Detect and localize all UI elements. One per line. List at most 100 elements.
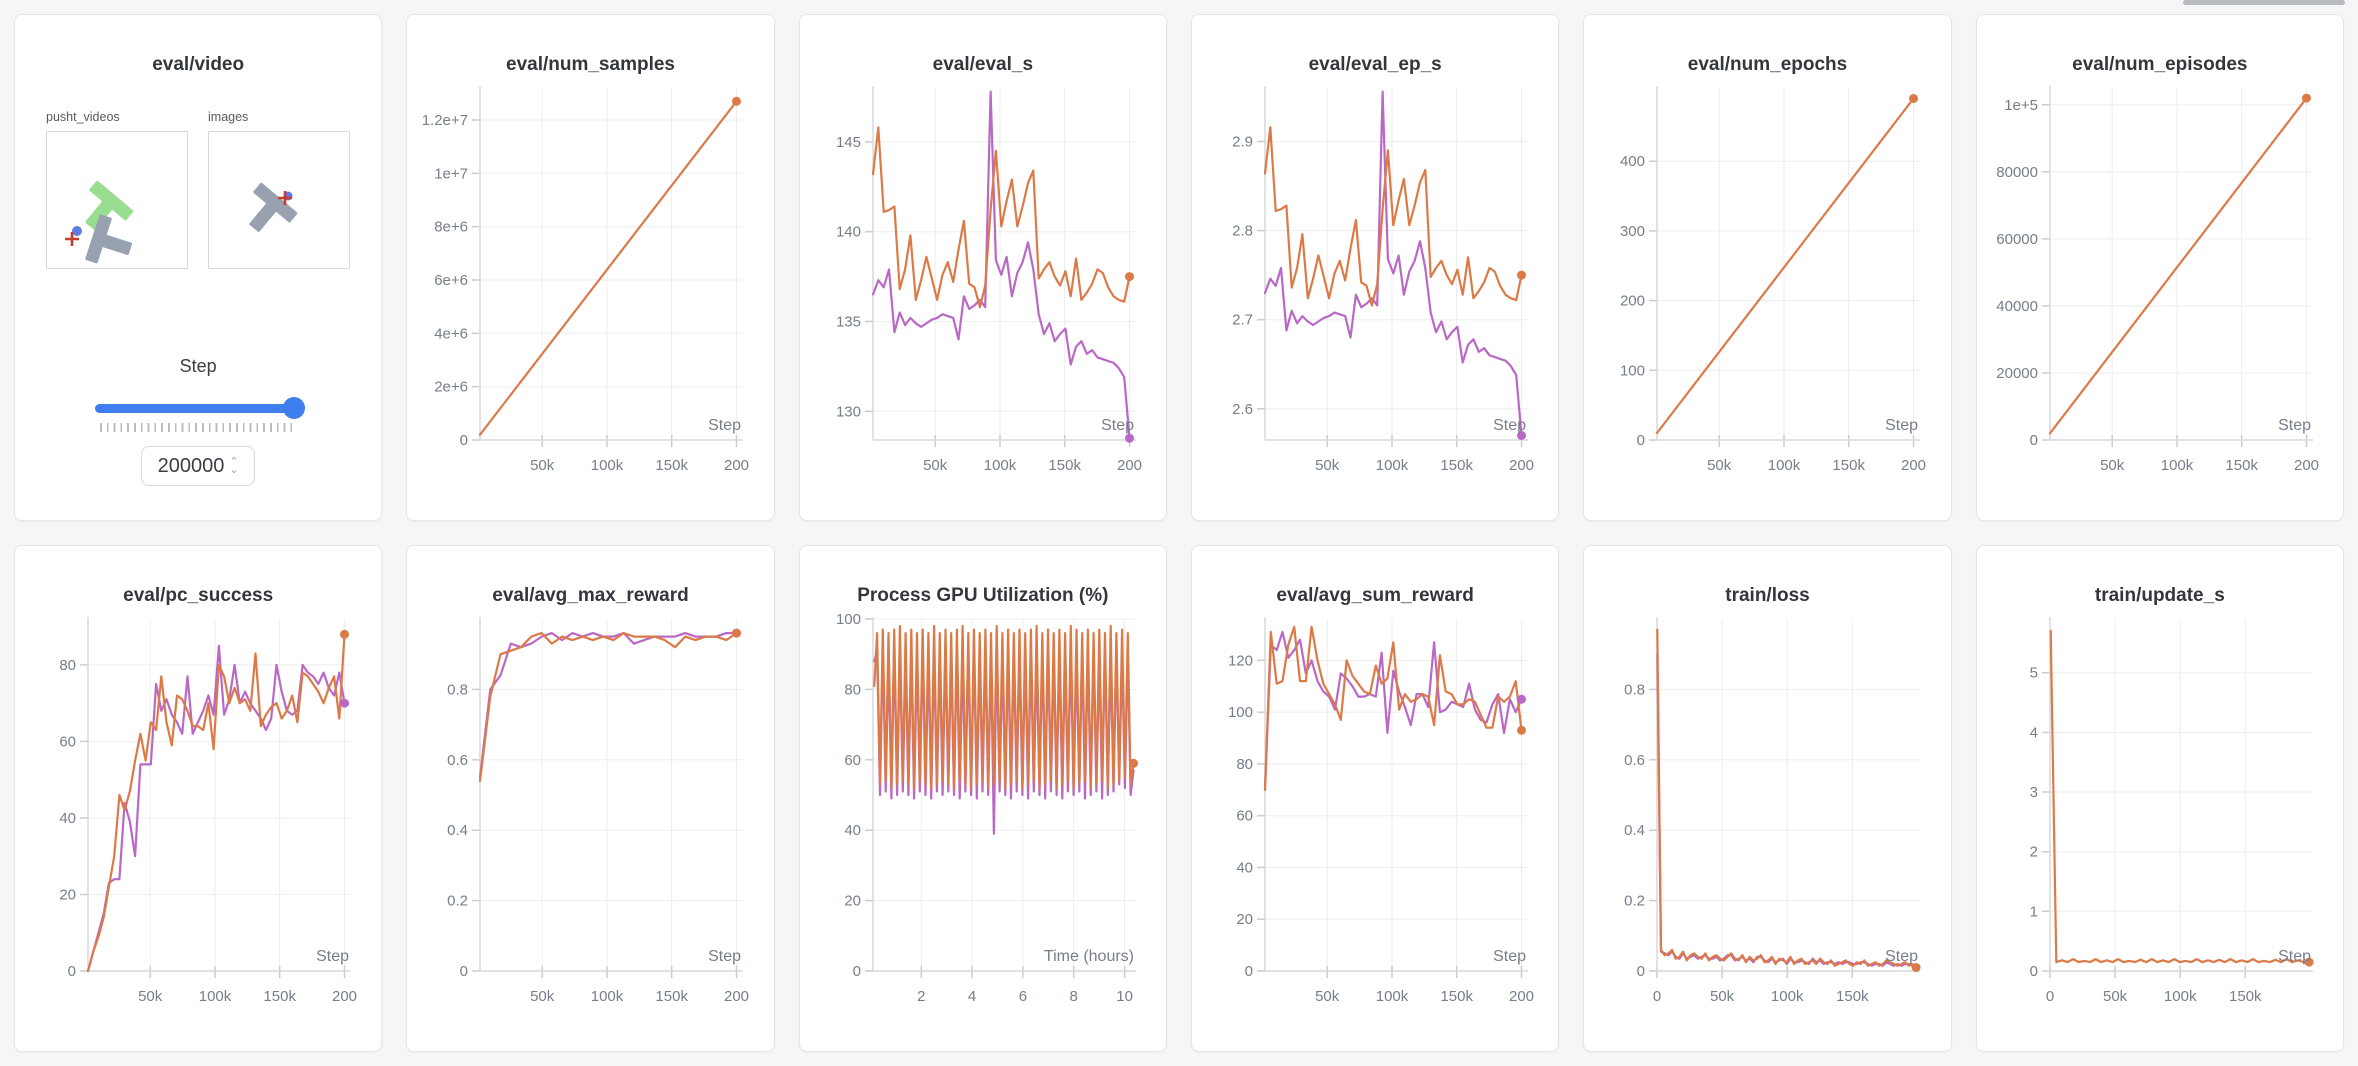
y-tick-label: 80 bbox=[59, 657, 76, 674]
series-endpoint-run-purple bbox=[1517, 694, 1527, 704]
agent-dot-icon bbox=[72, 226, 82, 236]
series-endpoint-run-orange bbox=[2304, 957, 2314, 967]
stepper-down-icon[interactable]: ⌄ bbox=[229, 464, 239, 476]
chart-plot-avg_sum_reward: 0 20 40 60 80 100 120 50k 100k 150k 200 Step bbox=[1228, 617, 1534, 1005]
chart-plot-train_loss: 0 0.2 0.4 0.6 0.8 0 50k 100k 150k Step bbox=[1625, 617, 1922, 1005]
x-tick-label: 150k bbox=[1048, 457, 1081, 474]
x-tick-label: 150k bbox=[1441, 457, 1474, 474]
series-endpoint-run-orange bbox=[340, 629, 350, 639]
media-item-pusht-videos[interactable]: pusht_videos bbox=[46, 110, 188, 274]
goal-cross-icon bbox=[278, 191, 292, 205]
y-tick-label: 0.4 bbox=[1625, 822, 1646, 839]
series-endpoint-run-orange bbox=[1909, 94, 1919, 103]
y-tick-label: 80000 bbox=[1996, 164, 2038, 181]
y-tick-label: 0.2 bbox=[1625, 893, 1646, 910]
y-tick-label: 400 bbox=[1620, 153, 1645, 170]
media-item-images[interactable]: images bbox=[208, 110, 350, 274]
series-line-run-purple bbox=[1264, 90, 1523, 437]
x-tick-label: 150k bbox=[2229, 988, 2262, 1005]
x-tick-label: 50k bbox=[1315, 988, 1340, 1005]
chart-plot-pc_success: 0 20 40 60 80 50k 100k 150k 200 Step bbox=[59, 617, 357, 1005]
x-axis-label: Step bbox=[316, 948, 349, 965]
y-tick-label: 60 bbox=[844, 752, 861, 769]
chart-plot-num_samples: 0 2e+6 4e+6 6e+6 8e+6 1e+7 1.2e+7 50k 100k 150k 20… bbox=[422, 86, 750, 474]
x-tick-label: 150k bbox=[1833, 457, 1866, 474]
y-tick-label: 1.2e+7 bbox=[422, 112, 468, 129]
x-tick-label: 200 bbox=[1509, 457, 1534, 474]
chart-panel-num_epochs[interactable]: eval/num_epochs 0 100 200 300 400 50k 100k 150k 2… bbox=[1583, 14, 1952, 521]
series-endpoint-run-purple bbox=[1517, 431, 1527, 440]
series-line-run-orange bbox=[87, 633, 346, 973]
chart-panel-gpu_util[interactable]: Process GPU Utilization (%) 0 20 40 60 80 100 2… bbox=[798, 545, 1167, 1052]
chart-panel-train_loss[interactable]: train/loss 0 0.2 0.4 0.6 0.8 0 50k 100k 150k Step bbox=[1583, 545, 1952, 1052]
y-tick-label: 2.8 bbox=[1232, 223, 1253, 240]
x-tick-label: 100k bbox=[1768, 457, 1801, 474]
media-label: images bbox=[208, 110, 249, 124]
y-tick-label: 135 bbox=[836, 314, 861, 331]
series-endpoint-run-orange bbox=[1124, 272, 1134, 282]
y-tick-label: 1 bbox=[2029, 903, 2037, 920]
x-axis-label: Step bbox=[709, 417, 742, 434]
x-tick-label: 100k bbox=[1376, 988, 1409, 1005]
y-tick-label: 0.4 bbox=[448, 822, 469, 839]
x-axis-label: Step bbox=[2278, 948, 2311, 965]
chart-panel-update_s[interactable]: train/update_s 0 1 2 3 4 5 0 50k 100k 150k Step bbox=[1975, 545, 2344, 1052]
series-endpoint-run-orange bbox=[1517, 725, 1527, 735]
chart-panel-num_episodes[interactable]: eval/num_episodes 0 20000 40000 60000 80000 1e… bbox=[1975, 14, 2344, 521]
x-tick-label: 200 bbox=[332, 988, 357, 1005]
horizontal-scrollbar-thumb[interactable] bbox=[2183, 0, 2345, 5]
series-line-run-orange bbox=[479, 100, 739, 436]
x-tick-label: 50k bbox=[531, 988, 556, 1005]
chart-title-pc_success: eval/pc_success bbox=[123, 585, 274, 606]
step-number-input[interactable]: 200000 ⌃ ⌄ bbox=[141, 446, 256, 486]
x-tick-label: 10 bbox=[1116, 988, 1133, 1005]
x-tick-label: 200 bbox=[1901, 457, 1926, 474]
x-tick-label: 100k bbox=[2164, 988, 2197, 1005]
chart-panel-avg_sum_reward[interactable]: eval/avg_sum_reward 0 20 40 60 80 100 120 50k 100… bbox=[1191, 545, 1560, 1052]
chart-panel-eval_s[interactable]: eval/eval_s 130 135 140 145 50k 100k 150k 200 Ste… bbox=[798, 14, 1167, 521]
series-endpoint-run-orange bbox=[732, 96, 742, 106]
step-slider-label: Step bbox=[179, 356, 217, 376]
pusht-video-frame[interactable] bbox=[46, 131, 188, 269]
media-panel-title: eval/video bbox=[152, 54, 245, 75]
y-tick-label: 2.9 bbox=[1232, 134, 1253, 151]
chart-title-update_s: train/update_s bbox=[2094, 585, 2225, 606]
chart-title-eval_ep_s: eval/eval_ep_s bbox=[1308, 54, 1442, 75]
x-axis-label: Step bbox=[1493, 948, 1526, 965]
green-target-t-shape bbox=[85, 180, 134, 230]
y-tick-label: 0 bbox=[2029, 963, 2037, 980]
chart-panel-pc_success[interactable]: eval/pc_success 0 20 40 60 80 50k 100k 150k 200 St… bbox=[14, 545, 383, 1052]
x-tick-label: 100k bbox=[1771, 988, 1804, 1005]
x-tick-label: 150k bbox=[656, 457, 689, 474]
x-tick-label: 50k bbox=[138, 988, 163, 1005]
x-tick-label: 200 bbox=[1509, 988, 1534, 1005]
series-line-run-orange bbox=[1264, 625, 1523, 791]
media-panel-eval-video[interactable]: eval/video pusht_videos bbox=[14, 14, 383, 521]
y-tick-label: 100 bbox=[1620, 362, 1645, 379]
stepper-arrows[interactable]: ⌃ ⌄ bbox=[229, 456, 239, 476]
chart-plot-update_s: 0 1 2 3 4 5 0 50k 100k 150k Step bbox=[2029, 617, 2314, 1005]
y-tick-label: 2 bbox=[2029, 844, 2037, 861]
step-slider-track[interactable] bbox=[95, 404, 302, 413]
x-tick-label: 50k bbox=[923, 457, 948, 474]
x-tick-label: 50k bbox=[2103, 988, 2128, 1005]
y-tick-label: 40 bbox=[1236, 860, 1253, 877]
stepper-up-icon[interactable]: ⌃ bbox=[229, 456, 239, 468]
series-line-run-orange bbox=[2048, 97, 2308, 435]
image-frame[interactable] bbox=[208, 131, 350, 269]
y-tick-label: 3 bbox=[2029, 784, 2037, 801]
y-tick-label: 0 bbox=[1637, 963, 1645, 980]
y-tick-label: 0 bbox=[2029, 432, 2037, 449]
x-tick-label: 100k bbox=[2161, 457, 2194, 474]
chart-panel-eval_ep_s[interactable]: eval/eval_ep_s 2.6 2.7 2.8 2.9 50k 100k 150k 200… bbox=[1191, 14, 1560, 521]
step-slider-thumb[interactable] bbox=[283, 397, 306, 419]
chart-panel-num_samples[interactable]: eval/num_samples 0 2e+6 4e+6 6e+6 8e+6 1e+7 1.2… bbox=[406, 14, 775, 521]
y-tick-label: 2.6 bbox=[1232, 401, 1253, 418]
gray-t-shape bbox=[249, 182, 298, 232]
x-tick-label: 100k bbox=[591, 988, 624, 1005]
x-tick-label: 200 bbox=[2294, 457, 2319, 474]
step-slider[interactable] bbox=[95, 397, 306, 419]
chart-panel-avg_max_reward[interactable]: eval/avg_max_reward 0 0.2 0.4 0.6 0.8 50k 100k 1… bbox=[406, 545, 775, 1052]
series-line-run-orange bbox=[873, 624, 1135, 790]
